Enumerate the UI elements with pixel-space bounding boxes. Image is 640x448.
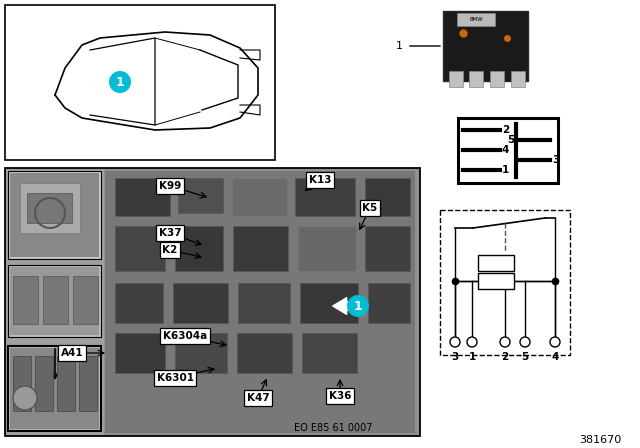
Bar xyxy=(5,5,275,160)
Text: 1: 1 xyxy=(396,41,403,51)
Bar xyxy=(57,356,75,411)
Bar xyxy=(478,255,514,271)
Bar xyxy=(469,71,483,87)
Circle shape xyxy=(13,386,37,410)
Bar xyxy=(449,71,463,87)
Bar xyxy=(478,273,514,289)
Bar xyxy=(115,333,165,373)
Bar xyxy=(298,226,356,271)
Bar xyxy=(458,118,558,183)
Circle shape xyxy=(550,337,560,347)
Text: K2: K2 xyxy=(163,245,178,255)
Circle shape xyxy=(347,295,369,317)
Bar xyxy=(27,193,72,223)
Bar xyxy=(10,267,99,335)
Bar xyxy=(232,178,287,216)
Circle shape xyxy=(467,337,477,347)
Text: 1: 1 xyxy=(354,300,362,313)
Text: K37: K37 xyxy=(159,228,181,238)
Bar xyxy=(298,226,356,271)
Text: EO E85 61 0007: EO E85 61 0007 xyxy=(294,423,372,433)
FancyArrowPatch shape xyxy=(333,297,357,314)
Text: K6304a: K6304a xyxy=(163,331,207,341)
Text: A41: A41 xyxy=(61,348,83,358)
Bar xyxy=(511,71,525,87)
Bar xyxy=(73,276,98,324)
Circle shape xyxy=(109,71,131,93)
Text: 5: 5 xyxy=(507,135,514,145)
Bar xyxy=(8,171,101,259)
Text: 3: 3 xyxy=(552,155,559,165)
Bar xyxy=(115,178,170,216)
Bar xyxy=(178,178,223,213)
Bar xyxy=(238,283,290,323)
Circle shape xyxy=(500,337,510,347)
Circle shape xyxy=(450,337,460,347)
Bar xyxy=(490,71,504,87)
Bar xyxy=(10,348,99,429)
Text: 4: 4 xyxy=(551,352,559,362)
Text: 1: 1 xyxy=(502,165,509,175)
Bar xyxy=(365,178,410,216)
Text: 4: 4 xyxy=(502,145,509,155)
Bar xyxy=(8,346,101,431)
Text: 2: 2 xyxy=(501,352,509,362)
Bar xyxy=(365,226,410,271)
Bar xyxy=(79,356,97,411)
Bar xyxy=(457,13,495,26)
Text: K5: K5 xyxy=(362,203,378,213)
Text: 3: 3 xyxy=(451,352,459,362)
Text: K36: K36 xyxy=(329,391,351,401)
Text: K99: K99 xyxy=(159,181,181,191)
Text: K47: K47 xyxy=(246,393,269,403)
Text: K13: K13 xyxy=(308,175,332,185)
Bar xyxy=(295,178,355,216)
Bar xyxy=(173,283,228,323)
Bar xyxy=(237,333,292,373)
Bar xyxy=(175,226,223,271)
Bar xyxy=(368,283,410,323)
Bar xyxy=(5,168,420,436)
Bar xyxy=(440,210,570,355)
Bar xyxy=(115,283,163,323)
Bar xyxy=(20,183,80,233)
Bar xyxy=(233,226,288,271)
Bar xyxy=(232,178,287,216)
Bar xyxy=(43,276,68,324)
Bar xyxy=(300,283,358,323)
Bar xyxy=(115,226,165,271)
Text: K6301: K6301 xyxy=(157,373,193,383)
Bar xyxy=(13,276,38,324)
Bar xyxy=(8,265,101,337)
Text: 1: 1 xyxy=(468,352,476,362)
Bar xyxy=(443,11,528,81)
Text: 2: 2 xyxy=(502,125,509,135)
Bar xyxy=(105,171,415,433)
Bar xyxy=(10,173,99,257)
Text: 381670: 381670 xyxy=(579,435,621,445)
Bar xyxy=(175,333,227,373)
Text: 5: 5 xyxy=(522,352,529,362)
Bar xyxy=(6,169,104,435)
Bar xyxy=(302,333,357,373)
Text: 1: 1 xyxy=(116,76,124,89)
Bar xyxy=(13,356,31,411)
Circle shape xyxy=(520,337,530,347)
Bar xyxy=(35,356,53,411)
Text: BMW: BMW xyxy=(469,17,483,22)
